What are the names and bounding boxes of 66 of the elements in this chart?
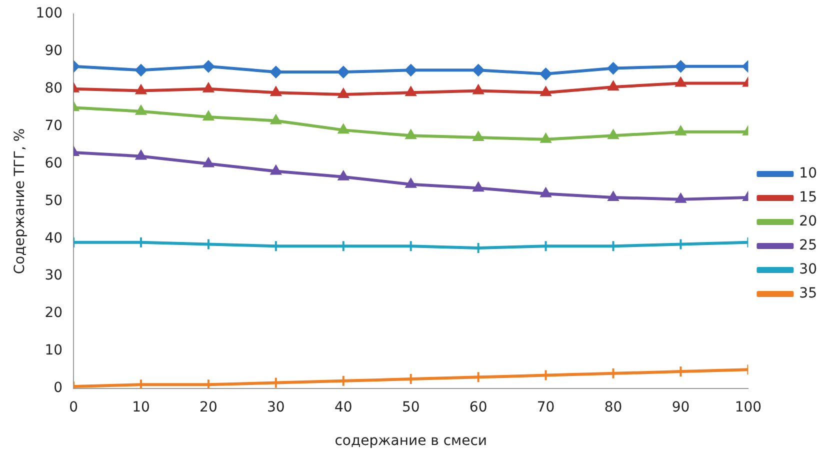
point [202,60,214,72]
point [270,114,282,124]
y-tick-label: 80 [44,80,63,97]
x-tick-label: 0 [69,399,78,416]
point [472,132,484,142]
point [404,64,417,76]
point [134,64,147,76]
x-tick-label: 20 [200,399,218,416]
point [674,60,687,72]
point [136,105,146,115]
point [675,77,686,87]
y-tick-label: 100 [36,6,63,22]
legend-label: 25 [799,238,818,254]
point [675,193,686,203]
y-tick-label: 70 [44,118,63,134]
x-tick-label: 30 [267,399,285,416]
y-tick-label: 0 [54,380,63,396]
legend-label: 30 [799,262,818,278]
point [406,178,416,188]
x-tick-label: 10 [132,399,150,416]
x-axis-title: содержание в смеси [334,433,488,450]
legend-label: 20 [799,214,818,230]
x-tick-label: 70 [536,399,555,416]
point [608,130,619,140]
point [338,88,349,98]
y-tick-label: 60 [44,155,63,172]
x-tick-label: 100 [734,399,762,416]
point [270,165,282,175]
x-tick-label: 60 [469,399,488,416]
y-tick-label: 10 [44,342,63,359]
y-axis-title: Содержание ТГГ, % [12,128,28,274]
point [406,130,416,140]
point [203,110,214,120]
x-tick-label: 80 [604,399,622,416]
point [608,81,619,91]
y-tick-label: 30 [44,268,63,284]
point [472,182,484,192]
point [338,170,349,180]
point [337,66,350,78]
legend-label: 35 [799,286,818,302]
legend-label: 10 [799,166,818,182]
x-tick-label: 90 [672,399,690,416]
legend-label: 15 [799,190,818,206]
point [338,124,349,134]
point [540,133,552,143]
point [472,64,484,76]
point [540,86,552,96]
point [203,82,214,92]
point [608,191,619,201]
y-tick-label: 50 [44,192,63,209]
point [203,158,214,168]
point [675,126,686,136]
y-tick-label: 40 [44,230,63,246]
point [472,84,484,94]
point [270,66,282,78]
y-tick-label: 20 [44,305,63,322]
y-tick-label: 90 [44,43,63,60]
point [136,84,146,94]
point [607,62,620,74]
point [406,86,416,96]
point [136,150,146,160]
point [540,68,552,80]
x-tick-label: 40 [334,399,352,416]
point [270,86,282,96]
x-tick-label: 50 [402,399,420,416]
point [540,188,552,198]
